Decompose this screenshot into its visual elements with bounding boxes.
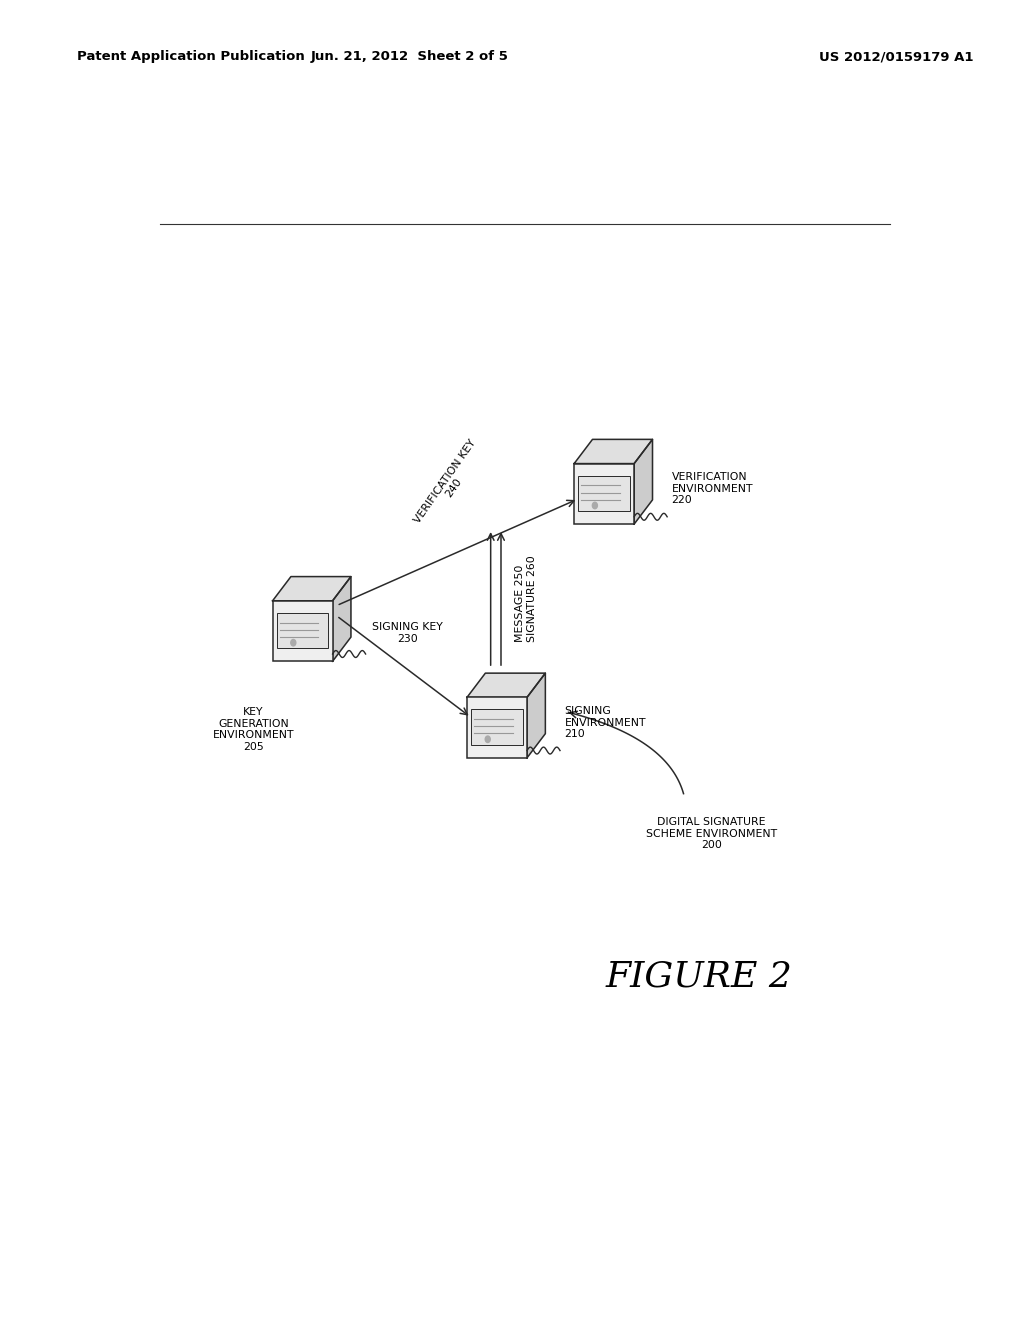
Polygon shape — [333, 577, 351, 661]
Text: SIGNING KEY
230: SIGNING KEY 230 — [373, 622, 443, 644]
Text: VERIFICATION KEY
240: VERIFICATION KEY 240 — [412, 438, 486, 532]
Text: Patent Application Publication: Patent Application Publication — [77, 50, 304, 63]
Bar — [467, 697, 527, 758]
Bar — [276, 612, 329, 648]
Bar — [574, 463, 634, 524]
Circle shape — [592, 502, 597, 508]
Text: KEY
GENERATION
ENVIRONMENT
205: KEY GENERATION ENVIRONMENT 205 — [213, 708, 294, 752]
Text: MESSAGE 250
SIGNATURE 260: MESSAGE 250 SIGNATURE 260 — [515, 556, 537, 642]
Text: SIGNING
ENVIRONMENT
210: SIGNING ENVIRONMENT 210 — [564, 706, 646, 739]
Polygon shape — [527, 673, 546, 758]
Bar — [579, 475, 630, 511]
Bar — [272, 601, 333, 661]
Polygon shape — [467, 673, 546, 697]
Polygon shape — [272, 577, 351, 601]
Polygon shape — [574, 440, 652, 463]
Text: DIGITAL SIGNATURE
SCHEME ENVIRONMENT
200: DIGITAL SIGNATURE SCHEME ENVIRONMENT 200 — [646, 817, 777, 850]
Circle shape — [485, 737, 490, 742]
Bar — [471, 709, 523, 744]
Polygon shape — [634, 440, 652, 524]
Text: US 2012/0159179 A1: US 2012/0159179 A1 — [819, 50, 974, 63]
Circle shape — [291, 639, 296, 645]
Text: Jun. 21, 2012  Sheet 2 of 5: Jun. 21, 2012 Sheet 2 of 5 — [310, 50, 509, 63]
Text: FIGURE 2: FIGURE 2 — [606, 960, 793, 994]
Text: VERIFICATION
ENVIRONMENT
220: VERIFICATION ENVIRONMENT 220 — [672, 473, 753, 506]
